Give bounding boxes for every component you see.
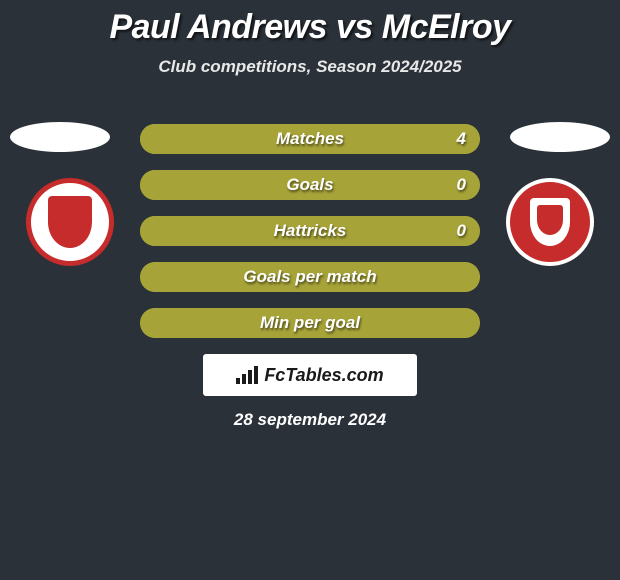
branding-box[interactable]: FcTables.com [203,354,417,396]
stat-value-player2: 4 [457,124,466,154]
player1-photo [10,122,110,152]
page-title: Paul Andrews vs McElroy [0,0,620,47]
stat-row: Goals0 [140,170,480,200]
snapshot-date: 28 september 2024 [0,410,620,430]
vs-label: vs [336,8,373,46]
stat-value-player2: 0 [457,216,466,246]
subtitle: Club competitions, Season 2024/2025 [0,57,620,77]
stat-row: Goals per match [140,262,480,292]
shield-icon [26,178,114,266]
stat-row: Hattricks0 [140,216,480,246]
stat-row: Min per goal [140,308,480,338]
club-badge-right [506,178,594,266]
bar-chart-icon [236,366,260,384]
stat-label: Hattricks [140,216,480,246]
player2-photo [510,122,610,152]
player1-name: Paul Andrews [109,8,327,46]
stat-label: Min per goal [140,308,480,338]
stat-row: Matches4 [140,124,480,154]
stats-bars: Matches4Goals0Hattricks0Goals per matchM… [140,124,480,354]
branding-text: FcTables.com [264,365,383,386]
club-badge-left [26,178,114,266]
stat-label: Matches [140,124,480,154]
stat-label: Goals per match [140,262,480,292]
stat-label: Goals [140,170,480,200]
stat-value-player2: 0 [457,170,466,200]
player2-name: McElroy [382,8,511,46]
shield-icon [506,178,594,266]
